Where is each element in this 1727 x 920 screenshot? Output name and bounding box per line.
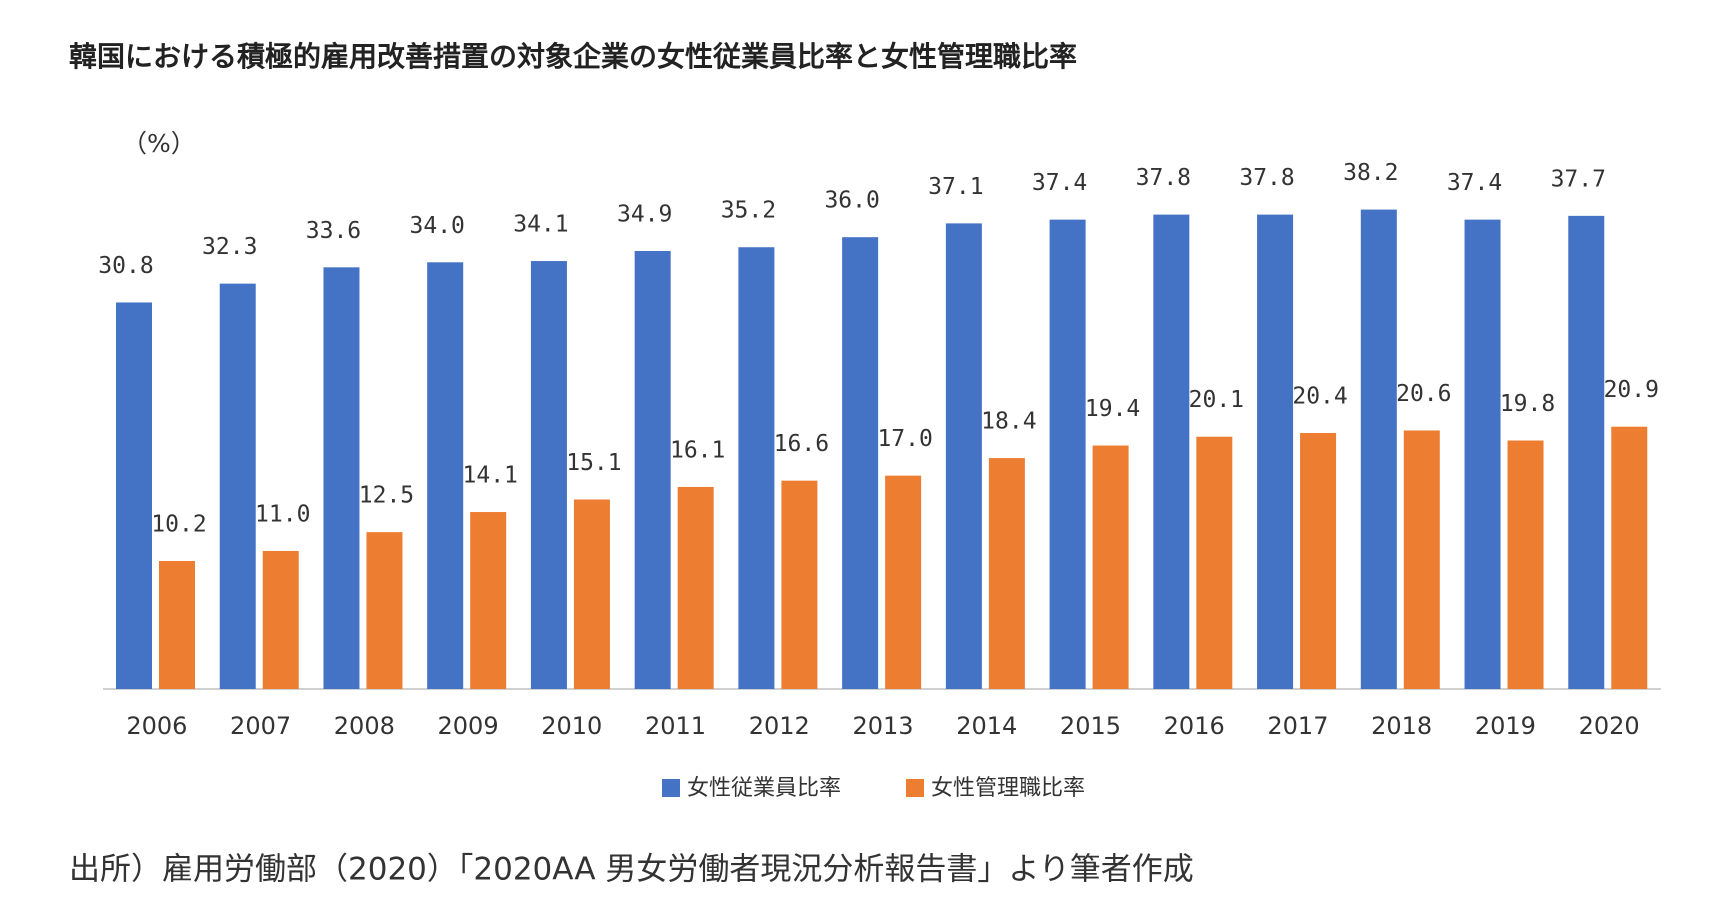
bar — [1360, 209, 1397, 689]
bar — [1507, 440, 1544, 689]
x-tick-label: 2011 — [645, 712, 706, 740]
bar — [427, 262, 464, 689]
bar — [677, 486, 714, 689]
source-note: 出所）雇用労働部（2020）「2020AA 男女労働者現況分析報告書」より筆者作… — [69, 852, 1194, 888]
x-tick-label: 2018 — [1371, 712, 1432, 740]
data-label: 35.2 — [721, 198, 776, 224]
bar — [1464, 219, 1501, 689]
bar — [1049, 219, 1086, 689]
legend-label: 女性従業員比率 — [687, 776, 841, 801]
bar — [262, 550, 299, 689]
data-label: 12.5 — [359, 483, 414, 509]
data-label: 16.6 — [774, 431, 829, 457]
bar — [573, 499, 610, 689]
bar — [1257, 214, 1294, 690]
data-label: 20.4 — [1292, 383, 1347, 409]
bar — [1092, 445, 1129, 689]
bar — [1403, 430, 1440, 689]
x-tick-label: 2017 — [1267, 712, 1328, 740]
data-label: 16.1 — [670, 437, 725, 463]
data-label: 10.2 — [151, 511, 206, 537]
chart-title: 韓国における積極的雇用改善措置の対象企業の女性従業員比率と女性管理職比率 — [69, 40, 1077, 73]
bar — [1568, 215, 1605, 690]
data-label: 34.0 — [410, 213, 465, 239]
bar — [1611, 426, 1648, 689]
x-tick-label: 2016 — [1164, 712, 1225, 740]
data-label: 32.3 — [202, 234, 257, 260]
data-label: 38.2 — [1343, 160, 1398, 186]
bar — [116, 302, 152, 689]
bar — [945, 223, 982, 689]
bar — [323, 267, 360, 689]
data-label: 17.0 — [877, 426, 932, 452]
legend-swatch — [662, 779, 680, 797]
data-label: 11.0 — [255, 501, 310, 527]
legend-label: 女性管理職比率 — [931, 776, 1085, 801]
bar — [219, 283, 256, 689]
data-label: 19.8 — [1500, 391, 1555, 417]
bar — [366, 532, 403, 689]
y-axis-unit: （%） — [122, 129, 196, 158]
data-label: 37.8 — [1136, 165, 1191, 191]
bar — [1300, 432, 1337, 689]
bar — [988, 458, 1025, 689]
bar — [842, 237, 879, 689]
data-label: 37.8 — [1239, 165, 1294, 191]
data-label: 33.6 — [306, 218, 361, 244]
data-label: 20.1 — [1189, 387, 1244, 413]
data-label: 19.4 — [1085, 396, 1140, 422]
bar — [885, 475, 922, 689]
data-label: 20.9 — [1604, 377, 1659, 403]
x-tick-label: 2009 — [438, 712, 499, 740]
bar — [159, 560, 195, 689]
x-tick-label: 2010 — [541, 712, 602, 740]
data-label: 37.7 — [1551, 166, 1606, 192]
data-label: 37.4 — [1032, 170, 1087, 196]
x-tick-label: 2015 — [1060, 712, 1121, 740]
x-tick-label: 2008 — [334, 712, 395, 740]
data-label: 14.1 — [463, 463, 518, 489]
data-label: 15.1 — [566, 450, 621, 476]
bar — [634, 251, 671, 689]
bar — [470, 512, 507, 689]
data-label: 34.9 — [617, 202, 672, 228]
bar — [530, 261, 567, 689]
bar — [738, 247, 775, 690]
x-tick-label: 2013 — [852, 712, 913, 740]
data-label: 30.8 — [98, 253, 153, 279]
bar — [1153, 214, 1190, 690]
data-label: 37.4 — [1447, 170, 1502, 196]
x-tick-label: 2006 — [126, 712, 187, 740]
legend-swatch — [906, 779, 924, 797]
data-label: 18.4 — [981, 409, 1036, 435]
bar — [1196, 436, 1233, 689]
x-tick-label: 2019 — [1475, 712, 1536, 740]
data-label: 20.6 — [1396, 381, 1451, 407]
bar — [781, 480, 818, 689]
x-tick-label: 2014 — [956, 712, 1017, 740]
data-label: 37.1 — [928, 174, 983, 200]
data-label: 36.0 — [824, 188, 879, 214]
x-tick-label: 2007 — [230, 712, 291, 740]
data-label: 34.1 — [513, 212, 568, 238]
x-tick-label: 2012 — [749, 712, 810, 740]
x-tick-label: 2020 — [1579, 712, 1640, 740]
